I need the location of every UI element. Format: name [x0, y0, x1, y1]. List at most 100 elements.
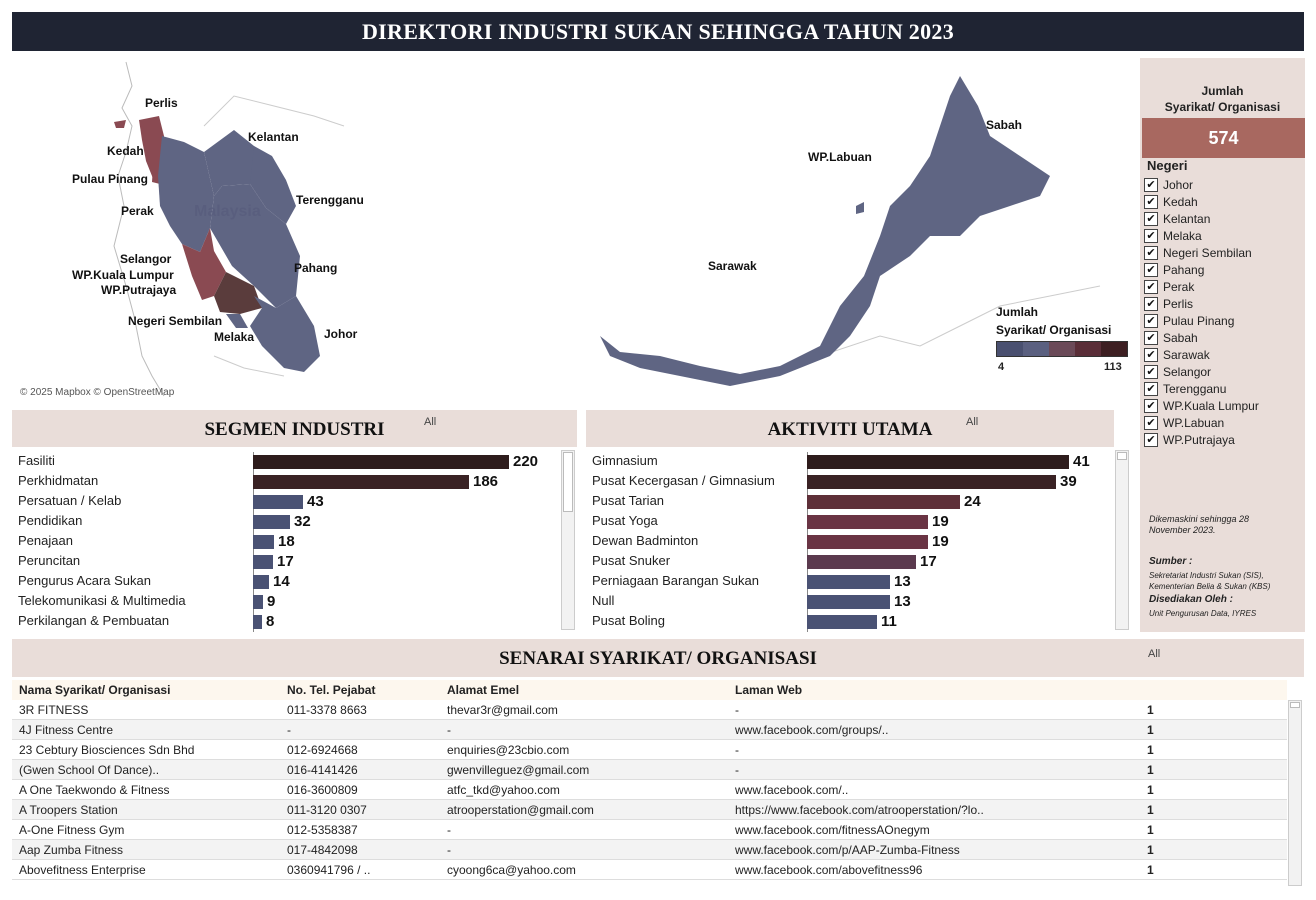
aktiviti-scrollbar[interactable] [1115, 450, 1129, 630]
table-row[interactable]: 3R FITNESS 011-3378 8663 thevar3r@gmail.co… [12, 700, 1287, 720]
checkbox-icon[interactable]: ✔ [1144, 296, 1158, 311]
map-attribution[interactable]: © 2025 Mapbox © OpenStreetMap [20, 387, 175, 398]
checkbox-icon[interactable]: ✔ [1144, 262, 1158, 277]
bar-row[interactable]: Peruncitan 17 [12, 552, 560, 572]
column-header[interactable]: Nama Syarikat/ Organisasi [19, 683, 171, 697]
table-row[interactable]: Aap Zumba Fitness 017-4842098 - www.faceboo… [12, 840, 1287, 860]
negeri-filter-item[interactable]: ✔ Sabah [1144, 329, 1259, 346]
bar[interactable] [807, 495, 960, 509]
bar-row[interactable]: Pusat Yoga 19 [586, 512, 1114, 532]
bar-row[interactable]: Perkilangan & Pembuatan 8 [12, 612, 560, 632]
bar[interactable] [253, 595, 263, 609]
checkbox-icon[interactable]: ✔ [1144, 381, 1158, 396]
scroll-thumb[interactable] [1117, 452, 1127, 460]
table-scrollbar[interactable] [1288, 700, 1302, 886]
region-pahang[interactable] [210, 184, 300, 308]
scroll-thumb[interactable] [1290, 702, 1300, 708]
bar[interactable] [807, 455, 1069, 469]
checkbox-icon[interactable]: ✔ [1144, 211, 1158, 226]
checkbox-icon[interactable]: ✔ [1144, 364, 1158, 379]
table-row[interactable]: A One Taekwondo & Fitness 016-3600809 atfc… [12, 780, 1287, 800]
region-selangor[interactable] [182, 228, 226, 300]
bar-row[interactable]: Fasiliti 220 [12, 452, 560, 472]
region-terengganu[interactable] [250, 146, 296, 224]
bar-row[interactable]: Dewan Badminton 19 [586, 532, 1114, 552]
bar[interactable] [807, 595, 890, 609]
bar-row[interactable]: Pendidikan 32 [12, 512, 560, 532]
bar[interactable] [253, 555, 273, 569]
checkbox-icon[interactable]: ✔ [1144, 245, 1158, 260]
negeri-filter-item[interactable]: ✔ Pulau Pinang [1144, 312, 1259, 329]
bar-row[interactable]: Persatuan / Kelab 43 [12, 492, 560, 512]
checkbox-icon[interactable]: ✔ [1144, 279, 1158, 294]
borneo-map[interactable]: Sabah WP.Labuan Sarawak [580, 56, 1140, 404]
bar[interactable] [253, 455, 509, 469]
negeri-filter-item[interactable]: ✔ Perak [1144, 278, 1259, 295]
region-sarawak-sabah[interactable] [600, 76, 1050, 386]
bar[interactable] [253, 495, 303, 509]
negeri-filter-item[interactable]: ✔ Melaka [1144, 227, 1259, 244]
table-row[interactable]: 4J Fitness Centre - - www.facebook.com/grou… [12, 720, 1287, 740]
table-row[interactable]: A Troopers Station 011-3120 0307 atroopers… [12, 800, 1287, 820]
bar-row[interactable]: Pengurus Acara Sukan 14 [12, 572, 560, 592]
column-header[interactable]: Alamat Emel [447, 683, 520, 697]
region-wp-labuan[interactable] [856, 202, 864, 214]
bar[interactable] [807, 575, 890, 589]
bar-row[interactable]: Penajaan 18 [12, 532, 560, 552]
negeri-filter-item[interactable]: ✔ Sarawak [1144, 346, 1259, 363]
region-perlis[interactable] [114, 120, 126, 128]
column-header[interactable]: No. Tel. Pejabat [287, 683, 376, 697]
region-negeri-sembilan[interactable] [214, 272, 262, 314]
table-row[interactable]: 23 Cebtury Biosciences Sdn Bhd 012-692466… [12, 740, 1287, 760]
negeri-filter-item[interactable]: ✔ WP.Putrajaya [1144, 431, 1259, 448]
senarai-filter[interactable]: All [1148, 648, 1161, 660]
negeri-filter-item[interactable]: ✔ WP.Kuala Lumpur [1144, 397, 1259, 414]
segmen-scrollbar[interactable] [561, 450, 575, 630]
region-johor[interactable] [250, 296, 320, 372]
aktiviti-filter[interactable]: All [966, 416, 979, 428]
scroll-thumb[interactable] [563, 452, 573, 512]
bar-row[interactable]: Pusat Boling 11 [586, 612, 1114, 632]
negeri-filter-item[interactable]: ✔ Selangor [1144, 363, 1259, 380]
segmen-filter[interactable]: All [424, 416, 437, 428]
bar-row[interactable]: Pusat Tarian 24 [586, 492, 1114, 512]
negeri-filter-item[interactable]: ✔ Pahang [1144, 261, 1259, 278]
negeri-filter-item[interactable]: ✔ Kelantan [1144, 210, 1259, 227]
checkbox-icon[interactable]: ✔ [1144, 347, 1158, 362]
checkbox-icon[interactable]: ✔ [1144, 330, 1158, 345]
negeri-filter-item[interactable]: ✔ Perlis [1144, 295, 1259, 312]
bar[interactable] [807, 535, 928, 549]
region-melaka[interactable] [226, 314, 248, 328]
bar-row[interactable]: Telekomunikasi & Multimedia 9 [12, 592, 560, 612]
bar-row[interactable]: Pusat Kecergasan / Gimnasium 39 [586, 472, 1114, 492]
checkbox-icon[interactable]: ✔ [1144, 177, 1158, 192]
bar-row[interactable]: Perniagaan Barangan Sukan 13 [586, 572, 1114, 592]
peninsular-map[interactable]: Perlis Kedah Pulau Pinang Perak Kelantan… [14, 56, 414, 404]
negeri-filter-item[interactable]: ✔ Kedah [1144, 193, 1259, 210]
checkbox-icon[interactable]: ✔ [1144, 398, 1158, 413]
checkbox-icon[interactable]: ✔ [1144, 415, 1158, 430]
region-perak[interactable] [158, 136, 214, 252]
negeri-filter-item[interactable]: ✔ Terengganu [1144, 380, 1259, 397]
bar[interactable] [807, 615, 877, 629]
checkbox-icon[interactable]: ✔ [1144, 432, 1158, 447]
bar[interactable] [807, 515, 928, 529]
column-header[interactable]: Laman Web [735, 683, 803, 697]
bar-row[interactable]: Pusat Snuker 17 [586, 552, 1114, 572]
table-row[interactable]: A-One Fitness Gym 012-5358387 - www.faceboo… [12, 820, 1287, 840]
bar-row[interactable]: Null 13 [586, 592, 1114, 612]
bar[interactable] [253, 515, 290, 529]
checkbox-icon[interactable]: ✔ [1144, 194, 1158, 209]
bar[interactable] [807, 475, 1056, 489]
negeri-filter-item[interactable]: ✔ Johor [1144, 176, 1259, 193]
negeri-filter-item[interactable]: ✔ Negeri Sembilan [1144, 244, 1259, 261]
checkbox-icon[interactable]: ✔ [1144, 228, 1158, 243]
bar[interactable] [253, 535, 274, 549]
negeri-filter-item[interactable]: ✔ WP.Labuan [1144, 414, 1259, 431]
table-row[interactable]: (Gwen School Of Dance).. 016-4141426 gwenv… [12, 760, 1287, 780]
bar[interactable] [253, 615, 262, 629]
bar-row[interactable]: Gimnasium 41 [586, 452, 1114, 472]
bar[interactable] [253, 475, 469, 489]
bar-row[interactable]: Perkhidmatan 186 [12, 472, 560, 492]
table-row[interactable]: Abovefitness Enterprise 0360941796 / .. cy… [12, 860, 1287, 880]
